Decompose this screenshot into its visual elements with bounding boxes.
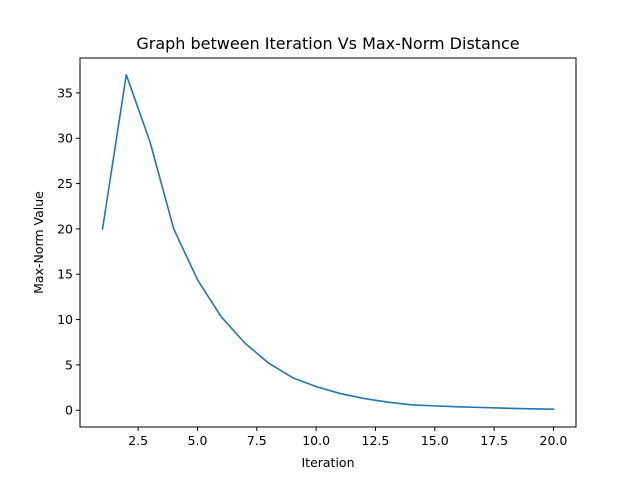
- y-axis-label: Max-Norm Value: [31, 191, 46, 294]
- chart-title: Graph between Iteration Vs Max-Norm Dist…: [136, 34, 519, 53]
- y-tick-label: 30: [57, 131, 73, 146]
- series-line-0: [101, 73, 555, 410]
- y-tick-label: 5: [65, 357, 73, 372]
- y-tick-label: 10: [57, 312, 73, 327]
- x-axis-label: Iteration: [301, 455, 354, 470]
- x-tick-label: 10.0: [302, 433, 330, 448]
- y-tick-label: 15: [57, 267, 73, 282]
- x-tick-label: 20.0: [540, 433, 568, 448]
- x-tick-label: 5.0: [188, 433, 208, 448]
- x-axis-ticks: 2.5 5.0 7.5 10.0 12.5 15.0 17.5 20.0: [128, 427, 567, 448]
- plot-frame: [79, 57, 577, 428]
- y-tick-label: 35: [57, 85, 73, 100]
- x-tick-label: 17.5: [480, 433, 508, 448]
- x-tick-label: 7.5: [247, 433, 267, 448]
- x-tick-label: 15.0: [421, 433, 449, 448]
- series-layer: [101, 73, 555, 410]
- x-tick-label: 2.5: [128, 433, 148, 448]
- y-axis-ticks: 0 5 10 15 20 25 30 35: [57, 85, 80, 418]
- y-tick-label: 20: [57, 221, 73, 236]
- y-tick-label: 25: [57, 176, 73, 191]
- x-tick-label: 12.5: [362, 433, 390, 448]
- y-tick-label: 0: [65, 403, 73, 418]
